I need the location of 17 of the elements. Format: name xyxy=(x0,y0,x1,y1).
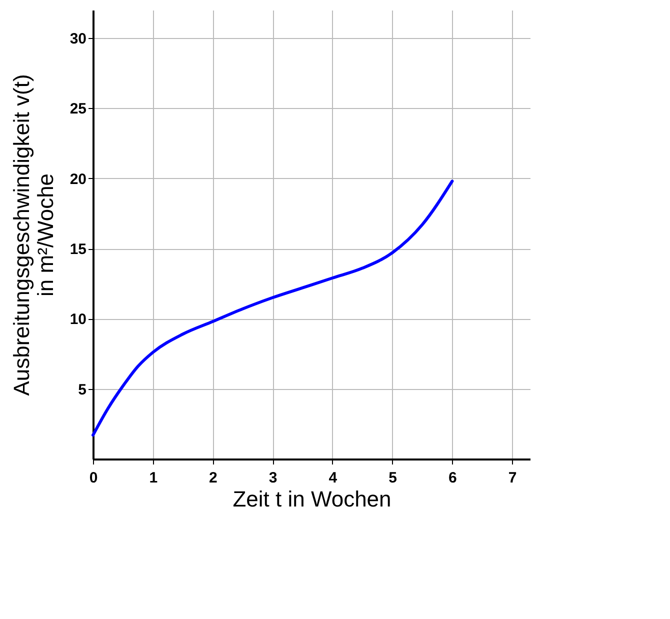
x-tick-label: 4 xyxy=(328,470,338,486)
x-tick-label: 7 xyxy=(508,470,517,486)
y-tick-label: 5 xyxy=(78,381,86,398)
x-tick-label: 0 xyxy=(89,470,98,486)
x-tick-label: 1 xyxy=(149,470,158,486)
y-axis-title: Ausbreitungsgeschwindigkeit v(t) in m²/Woche xyxy=(8,74,58,396)
y-tick-label: 25 xyxy=(70,100,86,118)
x-tick-label: 2 xyxy=(209,470,218,486)
y-tick-label: 20 xyxy=(70,170,86,188)
x-tick-label: 6 xyxy=(448,470,457,486)
line-series xyxy=(92,180,454,437)
x-tick-label: 5 xyxy=(388,470,397,486)
y-tick-label: 30 xyxy=(70,30,86,48)
x-axis-title: Zeit t in Wochen xyxy=(232,486,392,512)
y-tick-label: 10 xyxy=(70,311,86,328)
y-tick-label: 15 xyxy=(70,241,86,258)
x-tick-label: 3 xyxy=(268,470,278,486)
